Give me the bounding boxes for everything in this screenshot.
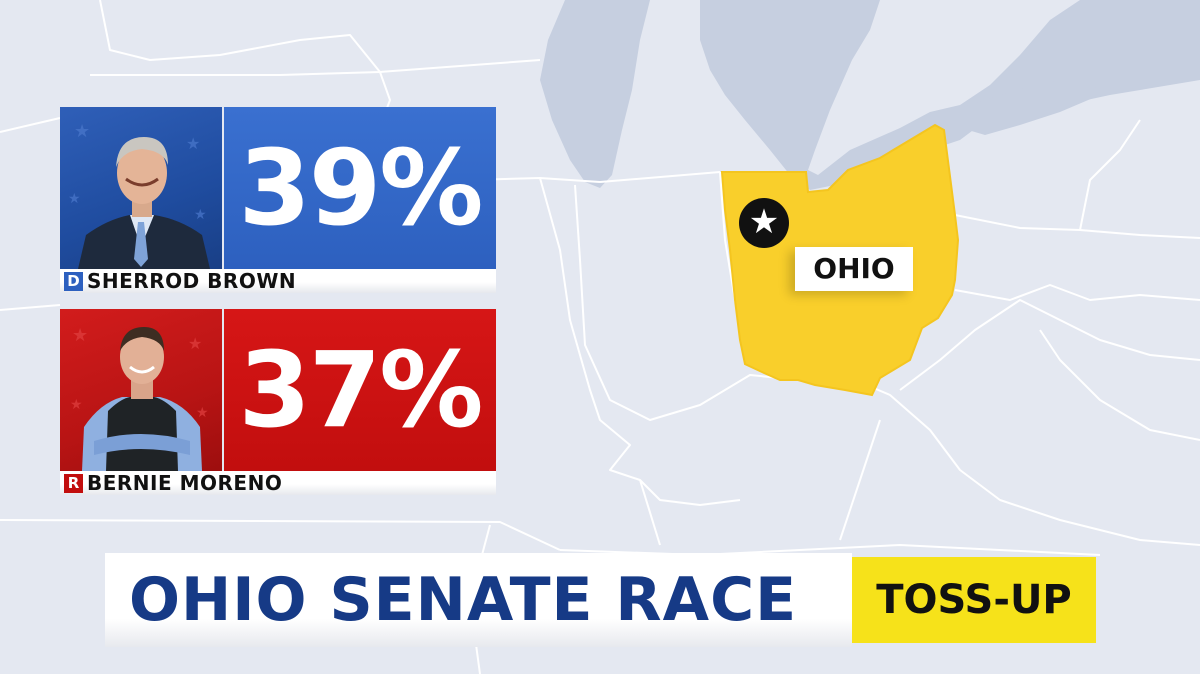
svg-text:★: ★ [70, 397, 83, 413]
candidate-name: SHERROD BROWN [87, 269, 297, 293]
party-badge: D [64, 272, 83, 291]
candidate-percent: 39% [224, 107, 496, 269]
candidate-photo: ★ ★ ★ ★ [60, 107, 222, 269]
party-badge: R [64, 474, 83, 493]
candidate-photo: ★ ★ ★ ★ [60, 309, 222, 471]
svg-text:★: ★ [74, 121, 90, 142]
race-title-bar: OHIO SENATE RACE [105, 553, 852, 647]
svg-text:★: ★ [68, 191, 81, 207]
svg-text:★: ★ [194, 207, 207, 223]
candidate-name: BERNIE MORENO [87, 471, 283, 495]
svg-text:★: ★ [186, 134, 200, 153]
candidate-name-bar: R BERNIE MORENO [60, 471, 496, 495]
candidate-card-brown: ★ ★ ★ ★ 39% D SHERROD BROWN [60, 107, 496, 293]
svg-text:★: ★ [72, 325, 88, 346]
lake-erie [960, 78, 1100, 135]
star-icon: ★ [739, 198, 789, 248]
race-rating-badge: TOSS-UP [852, 557, 1096, 643]
candidate-card-moreno: ★ ★ ★ ★ 37% R BERNIE MORENO [60, 309, 496, 495]
svg-text:★: ★ [196, 405, 209, 421]
portrait-illustration: ★ ★ ★ ★ [70, 325, 209, 471]
candidate-percent: 37% [224, 309, 496, 471]
svg-text:★: ★ [188, 334, 202, 353]
race-title: OHIO SENATE RACE [129, 565, 798, 635]
lake-superior-huron [700, 0, 1200, 190]
state-label: OHIO [795, 247, 913, 291]
candidate-name-bar: D SHERROD BROWN [60, 269, 496, 293]
lake-michigan [540, 0, 650, 188]
portrait-illustration: ★ ★ ★ ★ [68, 121, 210, 269]
